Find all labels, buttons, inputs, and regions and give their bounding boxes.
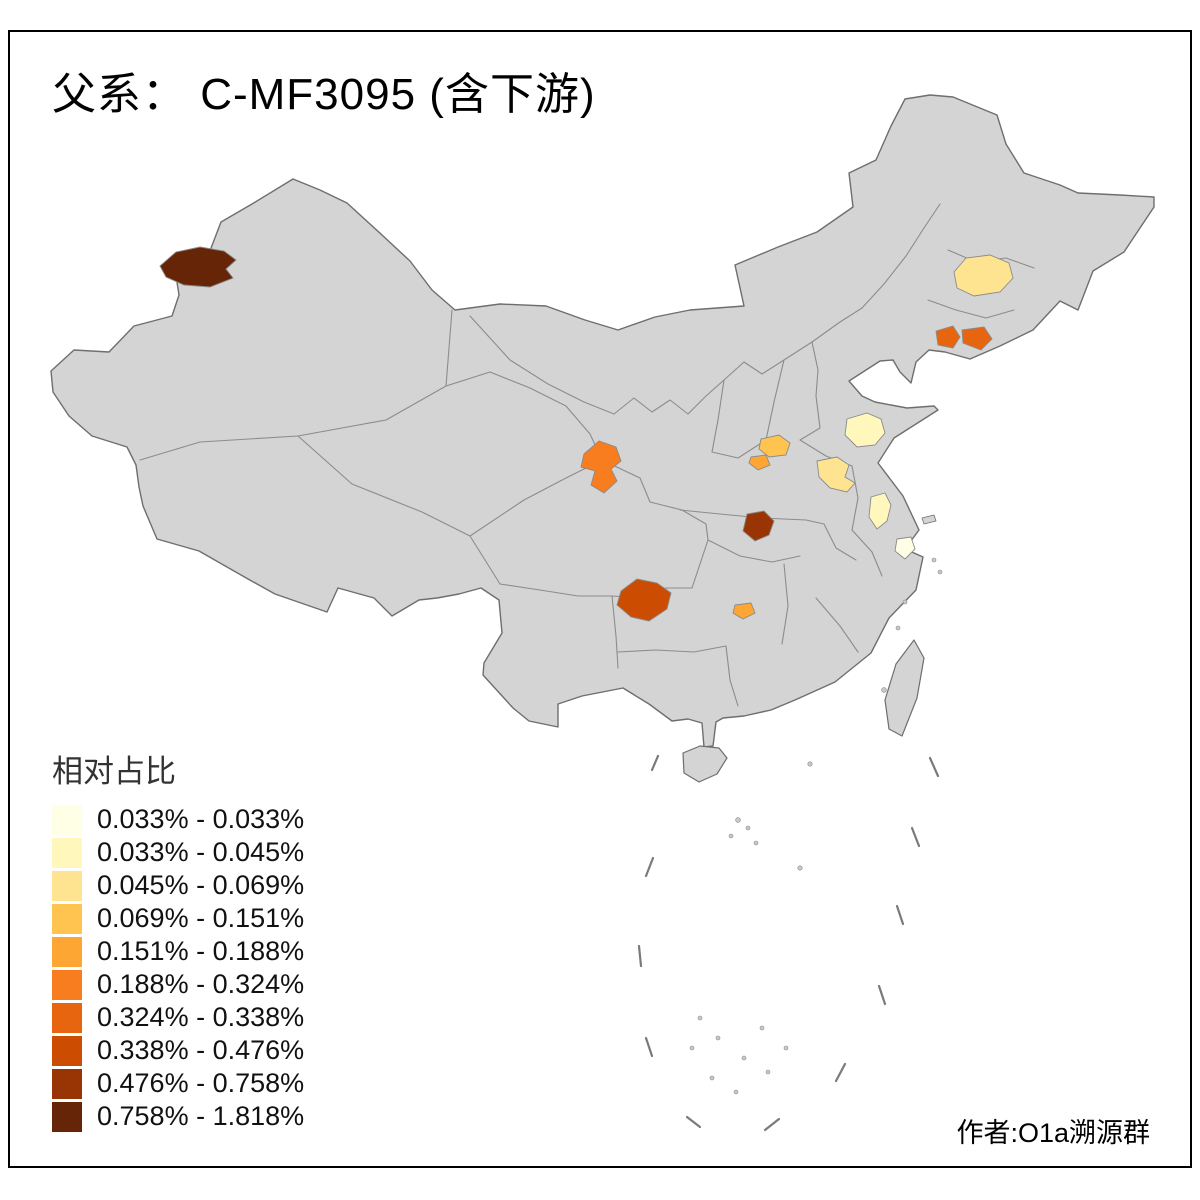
legend-row: 0.151% - 0.188% <box>52 935 304 968</box>
legend-bin-label: 0.476% - 0.758% <box>97 1068 305 1098</box>
legend-bin-label: 0.033% - 0.033% <box>97 804 305 834</box>
map-region-liaoning <box>935 325 993 351</box>
legend-swatch <box>52 936 82 967</box>
province-borders <box>139 203 1035 707</box>
nine-dash-line <box>637 754 940 1132</box>
legend-swatch <box>52 1002 82 1033</box>
legend-swatch <box>52 804 82 835</box>
legend-row: 0.324% - 0.338% <box>52 1001 304 1034</box>
map-region-gansu <box>580 440 622 494</box>
map-region-ili <box>159 246 237 288</box>
colored-regions <box>159 246 1014 622</box>
legend-swatch <box>52 870 82 901</box>
legend-bin-label: 0.069% - 0.151% <box>97 903 305 933</box>
hainan-island <box>682 745 728 783</box>
map-region-henan <box>816 456 856 493</box>
legend-bin-label: 0.045% - 0.069% <box>97 870 305 900</box>
south-sea-islands <box>689 557 943 1095</box>
map-region-hunan <box>732 602 756 620</box>
legend-swatch <box>52 969 82 1000</box>
legend-bin-label: 0.188% - 0.324% <box>97 969 305 999</box>
legend-row: 0.476% - 0.758% <box>52 1067 304 1100</box>
legend-bin-label: 0.151% - 0.188% <box>97 936 305 966</box>
legend-bin-label: 0.758% - 1.818% <box>97 1101 305 1131</box>
legend-bin-label: 0.338% - 0.476% <box>97 1035 305 1065</box>
map-region-shanxi-lower <box>748 454 771 471</box>
legend-title: 相对占比 <box>52 754 176 789</box>
legend-row: 0.033% - 0.045% <box>52 836 304 869</box>
attribution: 作者:O1a溯源群 <box>956 1118 1150 1148</box>
legend-row: 0.069% - 0.151% <box>52 902 304 935</box>
china-mainland <box>50 94 1155 748</box>
map-region-shanxi-upper <box>758 434 791 458</box>
legend-row: 0.338% - 0.476% <box>52 1034 304 1067</box>
map-region-guizhou <box>616 578 672 622</box>
legend-swatch <box>52 837 82 868</box>
legend-swatch <box>52 1068 82 1099</box>
taiwan-island <box>884 639 925 737</box>
legend-swatch <box>52 903 82 934</box>
chongming-island <box>921 514 937 525</box>
map-region-shanghai <box>894 536 916 560</box>
legend-bin-label: 0.033% - 0.045% <box>97 837 305 867</box>
map-region-shandong <box>844 412 886 448</box>
legend-swatch <box>52 1101 82 1132</box>
map-region-hubei <box>742 510 775 542</box>
legend-swatch <box>52 1035 82 1066</box>
legend-row: 0.045% - 0.069% <box>52 869 304 902</box>
legend-row: 0.758% - 1.818% <box>52 1100 304 1133</box>
map-region-jilin <box>953 254 1014 297</box>
map-region-jiangsu <box>868 492 892 530</box>
legend-row: 0.188% - 0.324% <box>52 968 304 1001</box>
legend-row: 0.033% - 0.033% <box>52 803 304 836</box>
map-legend: 相对占比 0.033% - 0.033% 0.033% - 0.045% 0.0… <box>52 746 304 1133</box>
legend-bin-label: 0.324% - 0.338% <box>97 1002 305 1032</box>
page-title: 父系： C-MF3095 (含下游) <box>52 70 596 119</box>
